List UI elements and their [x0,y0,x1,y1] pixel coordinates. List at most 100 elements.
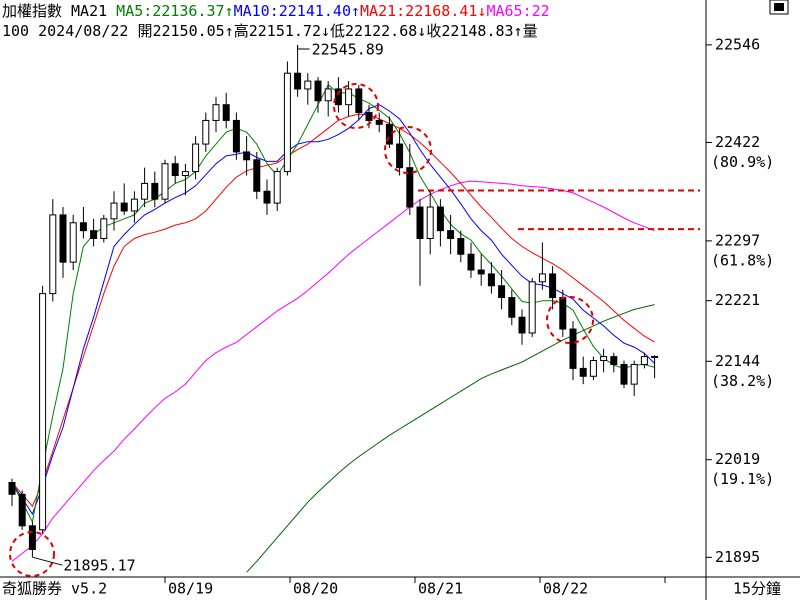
annotation-leader [32,556,63,566]
candle-body [120,202,128,212]
candle-body [508,297,516,318]
x-tick-label: 08/21 [418,580,463,598]
y-tick-label: 22144 [715,352,760,370]
header-item: 100 2024/08/22 [2,22,137,40]
ma-line [11,180,655,562]
candle-body [436,206,444,232]
y-tick-label: 22019 [715,450,760,468]
candle-body [406,167,414,208]
candle-body [630,363,638,385]
header-item: MA5:22136.37↑ [107,2,233,20]
candle-body [181,171,189,177]
candle-body [110,202,118,220]
candle-body [375,119,383,125]
candle-body [538,273,546,283]
circle [546,296,594,344]
plot-area [11,84,700,573]
candle-body [49,214,57,295]
y-tick-label: 21895 [715,548,760,566]
candle-body [130,198,138,212]
candle-body [620,363,628,385]
y-tick-label: 22422 [715,133,760,151]
candle-body [518,316,526,334]
ma-line [246,304,655,573]
y-tick-label: 22221 [715,291,760,309]
candle-body [467,253,475,271]
retracement-label: (38.2%) [711,372,774,390]
candles [8,44,659,558]
candle-body [610,356,618,365]
header-item: 高22151.72↓ [234,22,330,40]
annotation: 22545.89 [312,40,384,58]
header-item: 開22150.05↑ [137,22,233,40]
x-tick-label: 08/19 [168,580,213,598]
candle-body [651,356,659,359]
footer-left: 奇狐勝券 v5.2 [2,580,107,598]
candle-body [283,72,291,173]
candle-body [69,222,77,263]
candle-body [161,163,169,200]
header-item: 量 [523,22,538,40]
annotation: 21895.17 [63,557,135,575]
circle [384,126,432,174]
candle-body [314,80,322,102]
circle [9,531,55,577]
candle-body [528,281,536,334]
candle-body [589,360,597,377]
candle-body [243,151,251,161]
header-item: 加權指數 MA21 [2,2,107,20]
candle-body [324,88,332,102]
candle-body [100,218,108,240]
footer-right: 15分鐘 [733,580,781,598]
x-tick-label: 08/22 [543,580,588,598]
candle-body [498,285,506,299]
candle-body [141,182,149,200]
candle-body [345,88,353,106]
candle-body [202,119,210,145]
header-bg [0,0,706,40]
candle-body [192,143,200,173]
candle-body [8,482,16,495]
highlight-circles [9,83,594,577]
candle-body [273,171,281,204]
ma-line [11,104,655,516]
retracement-label: (19.1%) [711,470,774,488]
candle-body [151,182,159,200]
candle-body [334,88,342,106]
annotation-leader [297,44,310,50]
header-item: MA65:22 [486,2,549,20]
candle-body [253,159,261,192]
header-item: 收22148.83↑ [426,22,522,40]
candle-body [640,356,648,365]
y-tick-label: 22546 [715,35,760,53]
candle-body [355,88,363,114]
candle-body [263,190,271,204]
candle-body [79,222,87,232]
candle-body [559,297,567,330]
candle-body [39,293,47,531]
candle-body [232,119,240,153]
ma-line [11,113,655,508]
header-item: MA21:22168.41↓ [360,2,486,20]
candle-body [90,230,98,240]
candle-body [447,230,455,240]
candle-body [18,493,26,527]
retracement-label: (80.9%) [711,153,774,171]
header-line2: 100 2024/08/22 開22150.05↑高22151.72↓低2212… [2,22,538,40]
candle-body [579,367,587,377]
candle-body [416,206,424,240]
candle-body [477,269,485,275]
candle-body [457,238,465,255]
candle-body [569,328,577,369]
candle-body [59,214,67,263]
candle-body [487,273,495,287]
window-button-icon [774,3,784,11]
candle-body [549,273,557,299]
candle-body [171,163,179,177]
y-tick-label: 22297 [715,231,760,249]
candle-body [294,72,302,90]
header-item: MA10:22141.40↑ [234,2,360,20]
retracement-label: (61.8%) [711,251,774,269]
